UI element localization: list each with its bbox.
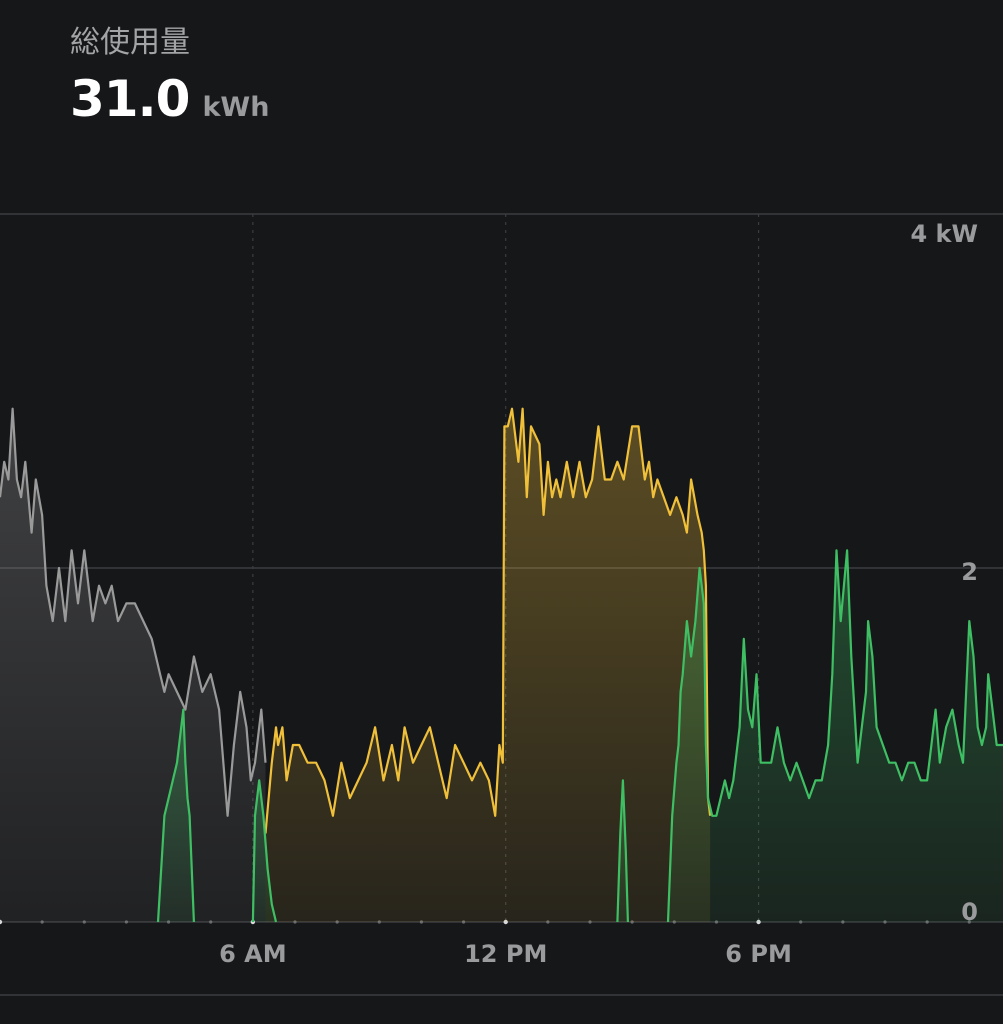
usage-summary: 総使用量 31.0 kWh	[70, 22, 269, 128]
y-tick-label: 4 kW	[911, 220, 979, 248]
total-usage-label: 総使用量	[70, 25, 190, 60]
x-tick-label: 6 PM	[725, 940, 792, 968]
total-usage-unit: kWh	[202, 92, 270, 123]
series-2-line	[251, 779, 278, 923]
total-usage-row: 31.0 kWh	[70, 70, 269, 128]
series-2-area	[617, 780, 628, 922]
series-2-area	[668, 550, 1003, 922]
series-2-line	[666, 549, 1003, 923]
x-tick-label: 12 PM	[464, 940, 547, 968]
series-2-line	[156, 708, 195, 923]
series-1-area	[265, 408, 711, 922]
series-2-line	[616, 779, 629, 923]
series-1-line	[264, 407, 712, 834]
series-0-line	[0, 407, 267, 817]
x-tick-label: 6 AM	[219, 940, 287, 968]
y-tick-label: 2	[961, 558, 978, 586]
total-usage-value: 31.0	[70, 70, 190, 128]
series-2-area	[252, 780, 276, 922]
series-0-area	[0, 408, 266, 922]
y-tick-label: 0	[961, 898, 978, 926]
